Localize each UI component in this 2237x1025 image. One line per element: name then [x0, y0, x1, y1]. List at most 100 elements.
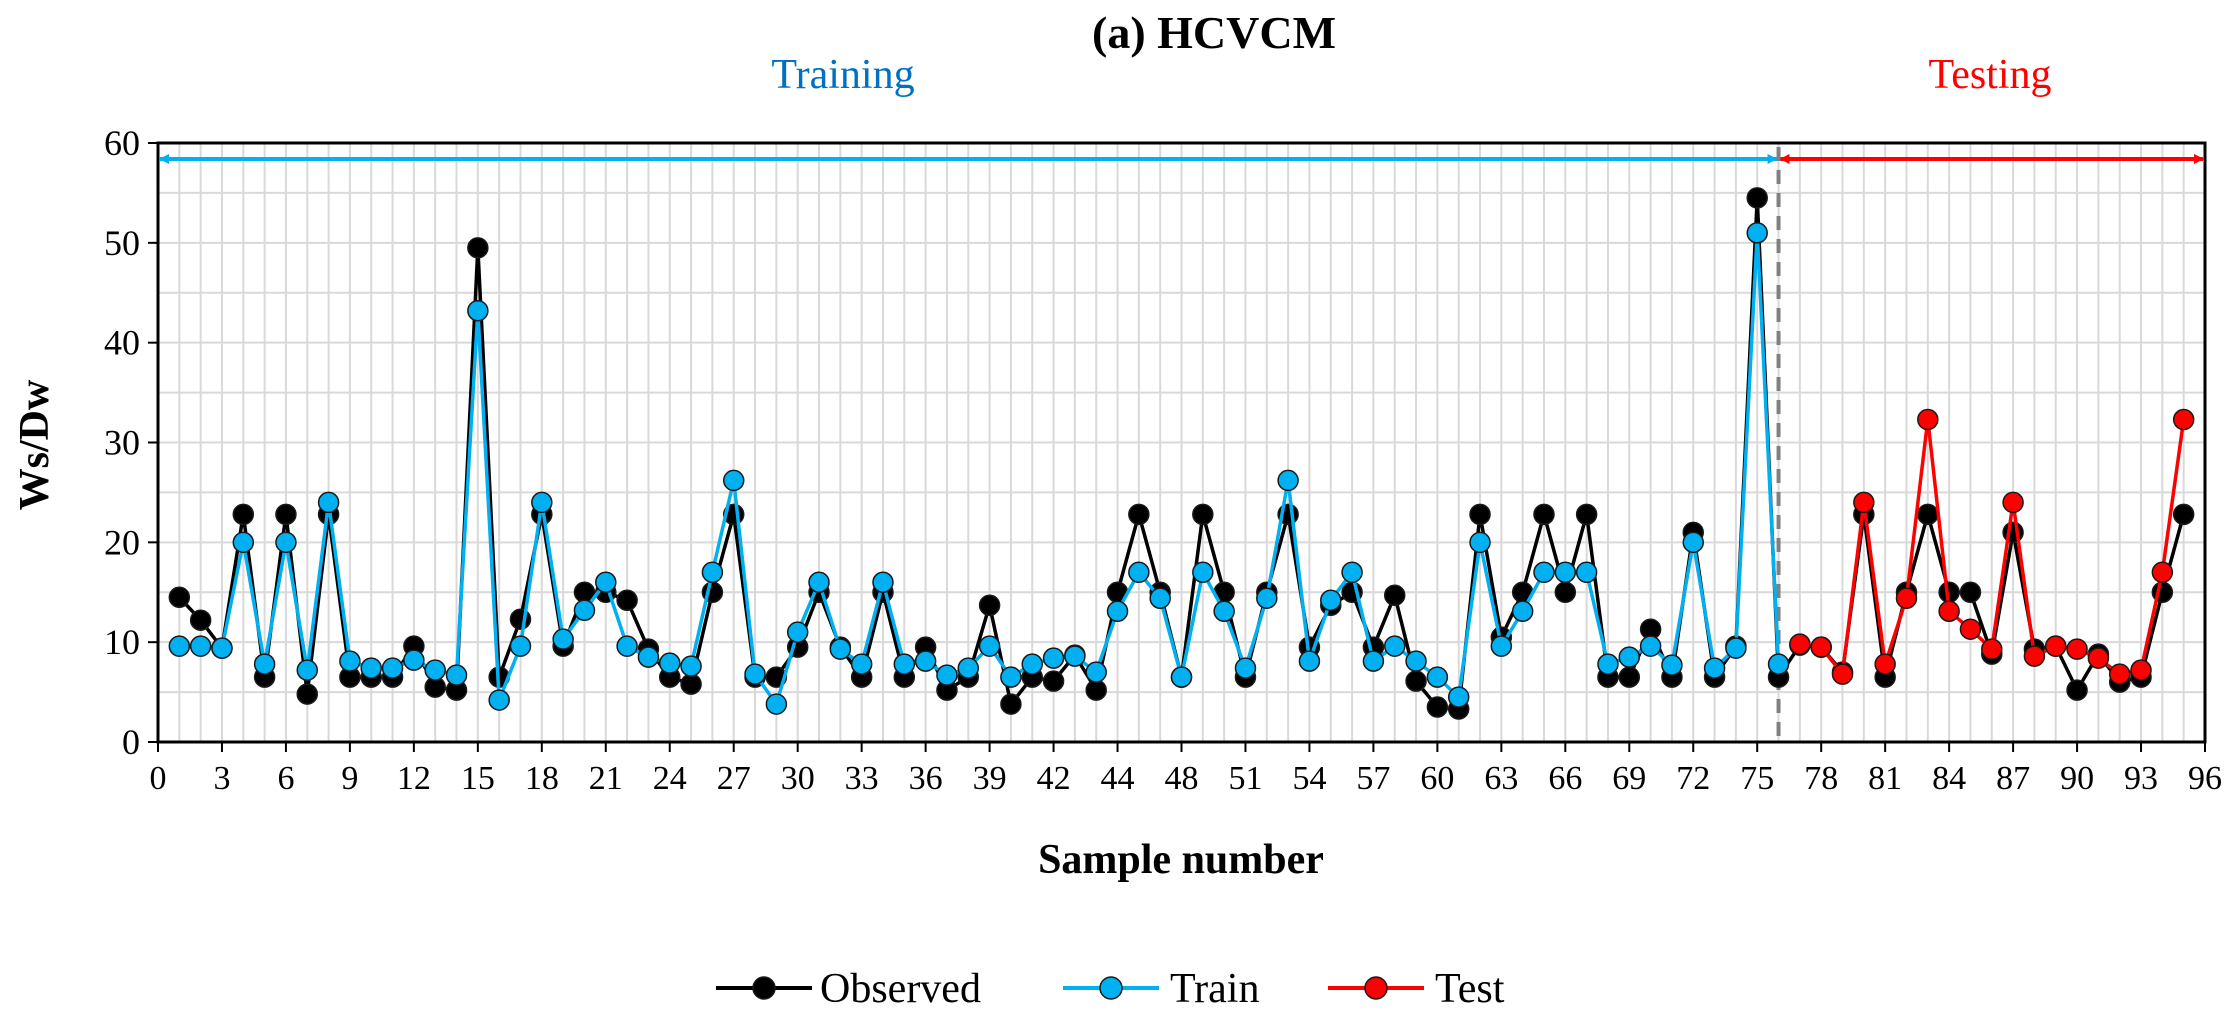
region-arrows: Training Testing: [159, 52, 2204, 164]
data-point-test: [1831, 663, 1854, 685]
data-point-train: [1170, 666, 1193, 688]
data-point-train: [1661, 654, 1683, 676]
data-point-train: [424, 659, 446, 681]
data-point-train: [1341, 561, 1363, 584]
legend-swatch-marker: [1364, 976, 1388, 1000]
data-point-observed: [1405, 670, 1427, 692]
data-point-train: [786, 621, 809, 643]
x-tick-label: 36: [909, 760, 943, 797]
data-point-observed: [1554, 581, 1577, 603]
data-point-test: [1981, 638, 2003, 660]
data-point-train: [317, 491, 340, 514]
legend-item-train: Train: [1063, 966, 1259, 1012]
x-tick-label: 63: [1484, 760, 1518, 797]
x-tick-label: 3: [213, 760, 230, 797]
data-point-train: [701, 561, 724, 584]
x-tick-label: 57: [1356, 760, 1390, 797]
data-point-train: [808, 571, 830, 594]
data-point-test: [1895, 587, 1918, 609]
data-point-test: [2172, 408, 2195, 431]
data-point-train: [488, 689, 510, 711]
data-point-train: [253, 653, 276, 675]
data-point-train: [1383, 635, 1406, 657]
y-tick-label: 10: [104, 622, 140, 662]
y-tick-label: 50: [104, 223, 140, 263]
data-point-train: [1533, 561, 1555, 584]
data-point-train: [1426, 666, 1449, 688]
data-point-train: [1256, 587, 1278, 609]
data-point-train: [381, 657, 404, 679]
data-point-train: [1511, 600, 1534, 622]
x-tick-label: 0: [150, 760, 167, 797]
chart-title: (a) HCVCM: [1092, 7, 1336, 58]
data-point-observed: [1533, 503, 1555, 526]
data-point-observed: [616, 589, 638, 611]
data-point-train: [211, 637, 233, 659]
data-point-observed: [1959, 581, 1982, 603]
data-point-train: [1490, 635, 1513, 657]
data-point-test: [1789, 633, 1811, 655]
region-label-training: Training: [771, 52, 914, 98]
x-tick-label: 75: [1740, 760, 1774, 797]
data-point-observed: [232, 503, 255, 526]
legend-swatch-marker: [1099, 976, 1123, 1000]
data-point-observed: [1746, 187, 1768, 209]
y-axis-label: Ws/Dw: [12, 379, 58, 510]
data-point-train: [616, 635, 638, 657]
data-point-test: [2066, 638, 2088, 660]
data-point-train: [722, 469, 745, 492]
data-point-train: [1128, 561, 1150, 584]
series-layer: [168, 187, 2195, 720]
data-point-observed: [1469, 503, 1491, 526]
data-point-test: [1874, 653, 1896, 675]
data-point-test: [2130, 659, 2152, 681]
data-point-test: [2087, 647, 2110, 669]
x-tick-label: 44: [1101, 760, 1135, 797]
y-tick-label: 60: [104, 123, 140, 163]
data-point-test: [2108, 663, 2131, 685]
x-tick-label: 51: [1228, 760, 1262, 797]
data-point-train: [552, 628, 574, 650]
x-tick-label: 24: [653, 760, 687, 797]
y-tick-label: 40: [104, 323, 140, 363]
data-point-train: [1021, 653, 1043, 675]
data-point-test: [2023, 645, 2046, 667]
data-point-train: [680, 655, 702, 677]
region-label-testing: Testing: [1928, 52, 2051, 98]
data-point-test: [1938, 600, 1960, 622]
data-point-train: [445, 664, 468, 686]
x-tick-label: 54: [1292, 760, 1326, 797]
data-point-test: [2151, 561, 2174, 584]
x-tick-label: 96: [2188, 760, 2222, 797]
x-tick-label: 15: [461, 760, 495, 797]
data-point-observed: [1575, 503, 1598, 526]
data-point-train: [914, 650, 937, 672]
data-point-test: [1853, 491, 1875, 514]
data-point-train: [1703, 657, 1726, 679]
x-tick-label: 72: [1676, 760, 1710, 797]
x-tick-label: 78: [1804, 760, 1838, 797]
series-train: [168, 222, 1790, 715]
data-point-train: [1320, 589, 1342, 611]
data-point-train: [1277, 469, 1299, 492]
data-point-train: [1042, 647, 1065, 669]
data-point-train: [1469, 531, 1491, 554]
x-tick-label: 81: [1868, 760, 1902, 797]
data-point-observed: [2172, 503, 2195, 526]
data-point-train: [637, 646, 660, 668]
data-point-observed: [509, 608, 532, 630]
data-point-train: [1746, 222, 1768, 244]
data-point-observed: [296, 683, 319, 705]
data-point-train: [1213, 600, 1235, 622]
data-point-observed: [1917, 503, 1939, 526]
data-point-train: [1362, 650, 1385, 672]
x-axis-label: Sample number: [1038, 837, 1324, 883]
data-point-train: [659, 652, 681, 674]
data-point-train: [1447, 686, 1470, 708]
legend-item-observed: Observed: [716, 966, 981, 1012]
gridlines: [158, 143, 2205, 742]
data-point-train: [1000, 666, 1022, 688]
data-point-train: [1639, 635, 1662, 657]
data-point-train: [573, 599, 596, 621]
x-tick-label: 87: [1996, 760, 2030, 797]
